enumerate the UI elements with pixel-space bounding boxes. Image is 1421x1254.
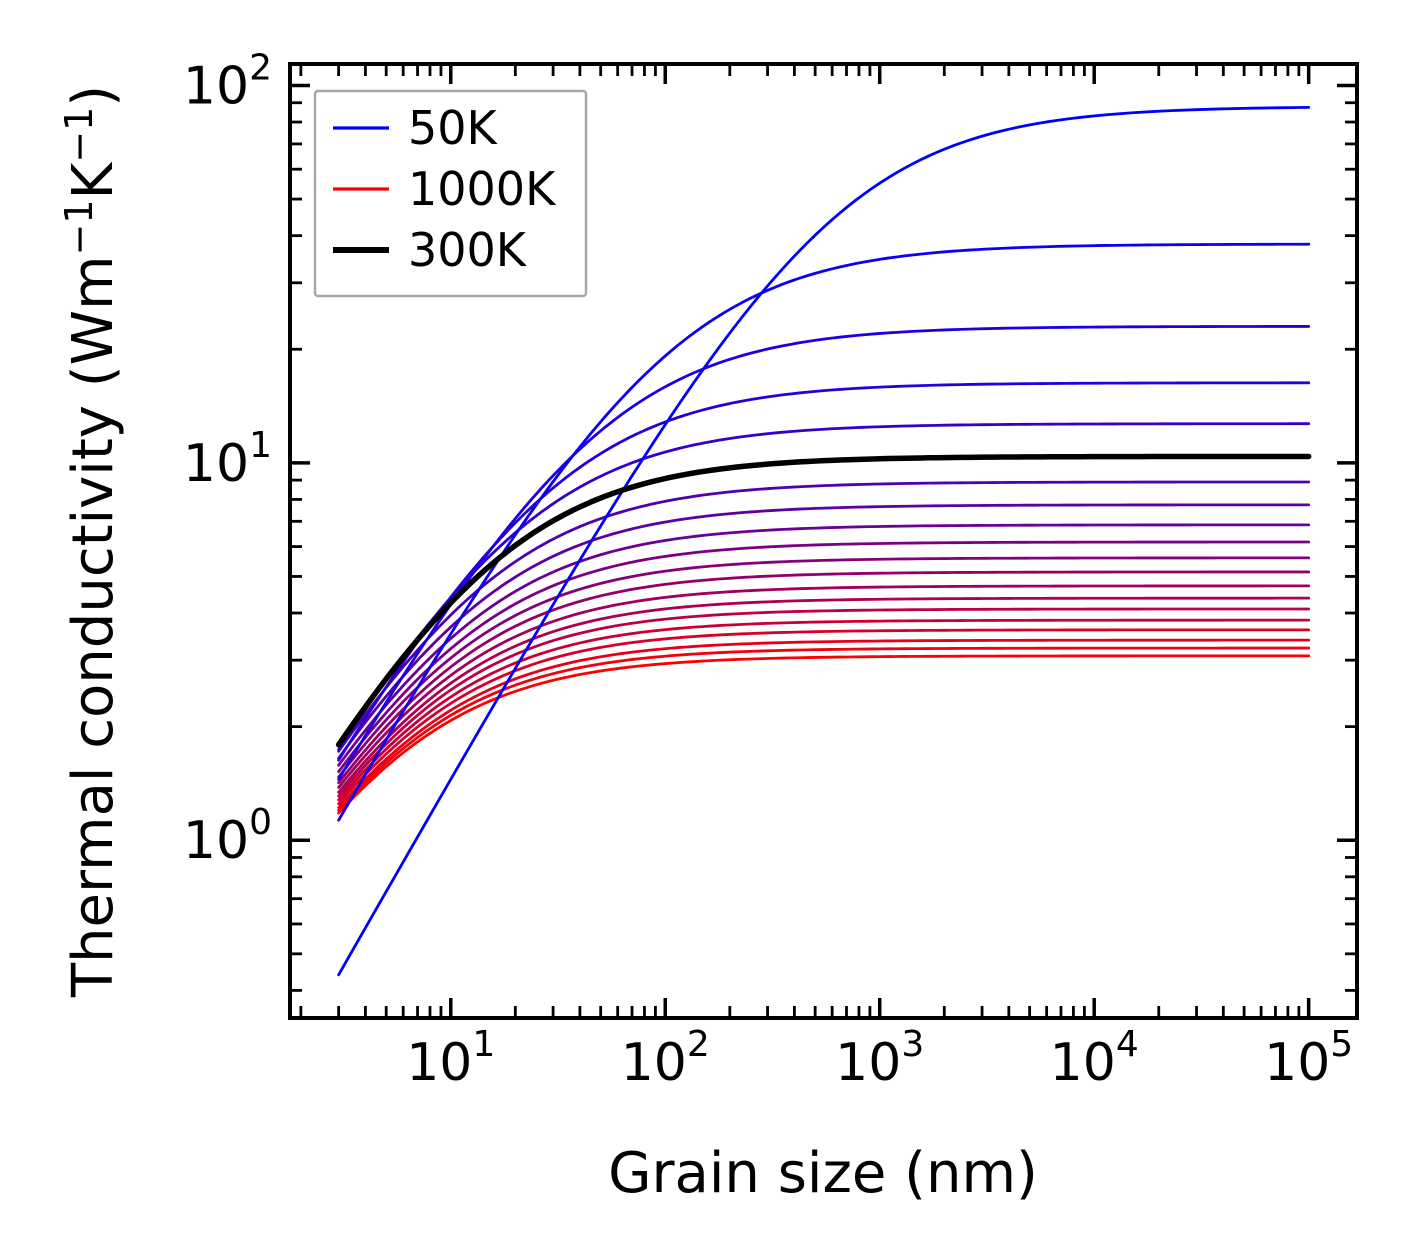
curve-250K xyxy=(337,422,1311,751)
plot-border xyxy=(288,62,1359,1020)
x-tick-label: 104 xyxy=(1050,1024,1139,1093)
x-tick-label: 105 xyxy=(1264,1024,1353,1093)
x-tick-label: 101 xyxy=(406,1024,495,1093)
curve-300K xyxy=(335,453,1312,748)
x-tick-label: 102 xyxy=(621,1024,710,1093)
y-tick-label: 102 xyxy=(183,47,272,116)
curve-550K xyxy=(337,556,1311,779)
curve-750K xyxy=(337,607,1311,798)
legend-label-50K: 50K xyxy=(408,101,499,155)
curve-150K xyxy=(337,325,1311,781)
curve-850K xyxy=(337,628,1311,806)
y-tick-labels: 100 101 102 xyxy=(183,47,272,871)
y-tick-label: 100 xyxy=(183,802,272,871)
curve-500K xyxy=(337,540,1311,773)
x-tick-label: 103 xyxy=(835,1024,924,1093)
curve-1000K xyxy=(337,654,1311,815)
curve-group xyxy=(335,106,1312,977)
curve-650K xyxy=(337,584,1311,789)
curve-700K xyxy=(337,596,1311,794)
y-tick-label: 101 xyxy=(183,425,272,494)
legend-label-1000K: 1000K xyxy=(408,162,557,216)
curve-50K xyxy=(337,106,1311,977)
legend-box xyxy=(313,89,588,298)
curve-350K xyxy=(337,480,1311,753)
curve-600K xyxy=(337,570,1311,785)
curve-100K xyxy=(337,242,1311,822)
x-tick-labels: 101 102 103 104 105 xyxy=(406,1024,1353,1093)
curve-800K xyxy=(337,618,1311,802)
curve-450K xyxy=(337,523,1311,767)
y-axis-label: Thermal conductivity (Wm−1K−1) xyxy=(57,85,126,998)
curve-950K xyxy=(337,646,1311,812)
curve-400K xyxy=(337,503,1311,760)
legend-label-300K: 300K xyxy=(408,223,528,277)
x-axis-label: Grain size (nm) xyxy=(608,1141,1038,1206)
legend: 50K 1000K 300K xyxy=(313,89,588,298)
curve-900K xyxy=(337,638,1311,810)
legend-items: 50K 1000K 300K xyxy=(333,101,557,277)
